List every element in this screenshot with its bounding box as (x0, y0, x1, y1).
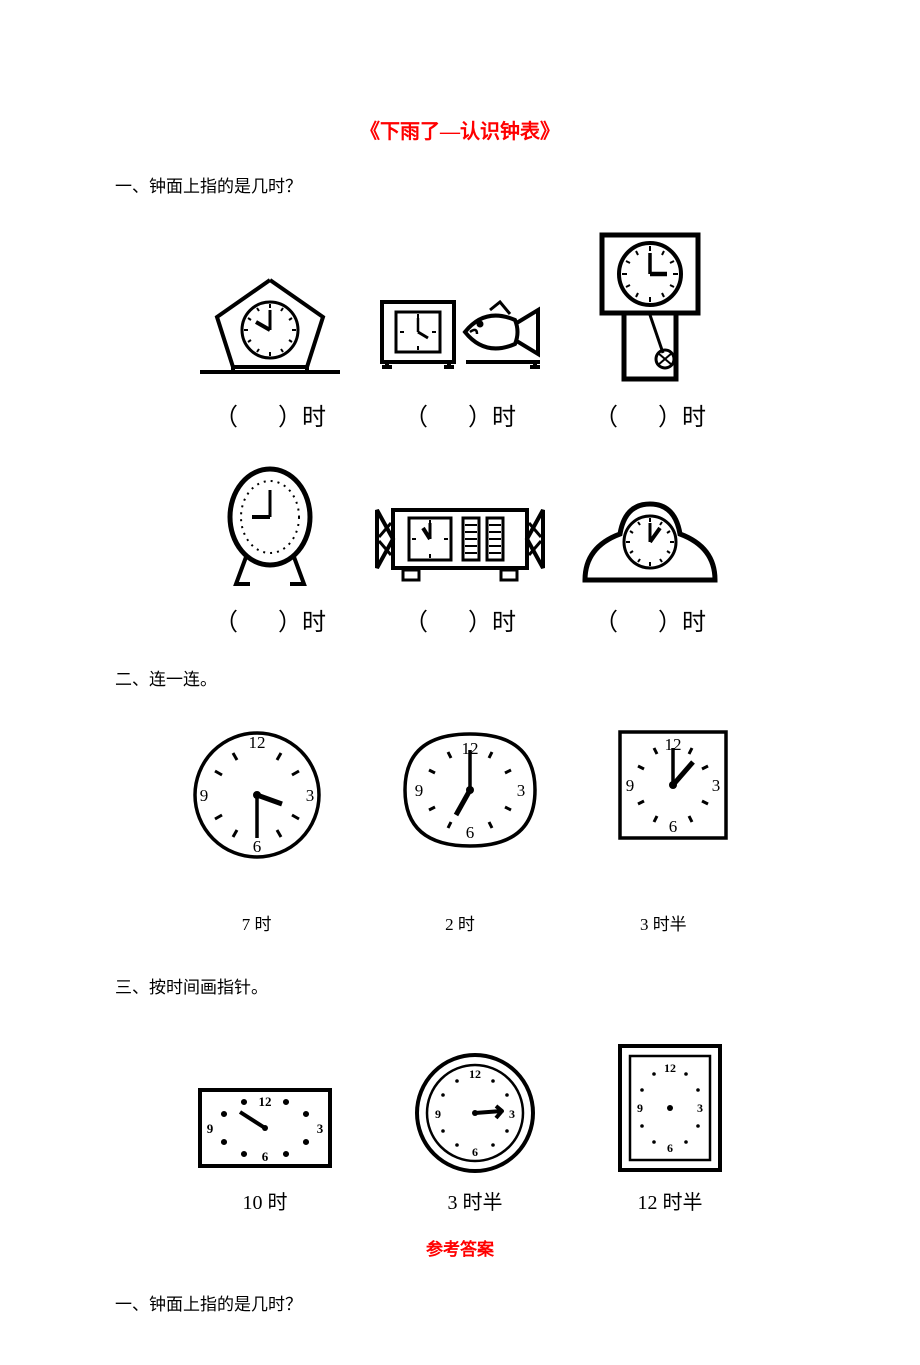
num-6: 6 (667, 1141, 673, 1155)
q1-caption-1: （ ）时 (214, 397, 326, 432)
num-3: 3 (509, 1107, 515, 1121)
num-3: 3 (317, 1121, 324, 1136)
q1-heading: 一、钟面上指的是几时？ (115, 172, 805, 197)
oval-clock-icon (210, 462, 330, 592)
q3-heading: 三、按时间画指针。 (115, 973, 805, 998)
fish-clock-icon (370, 272, 550, 387)
q1-clock-2: （ ）时 (365, 272, 555, 432)
round-clock-icon: 12 3 6 9 (182, 720, 332, 870)
reference-title: 参考答案 (115, 1235, 805, 1260)
q3-clocks: 12 3 6 9 10 时 12 3 (115, 1008, 805, 1215)
num-9: 9 (435, 1107, 441, 1121)
num-9: 9 (207, 1121, 214, 1136)
q1-clock-5: （ ）时 (365, 492, 555, 637)
num-9: 9 (415, 781, 424, 800)
q1-clock-4: （ ）时 (175, 462, 365, 637)
mantel-clock-icon (575, 492, 725, 592)
num-12: 12 (664, 1061, 676, 1075)
square-clock-icon: 12 3 6 9 (608, 720, 738, 850)
radio-clock-icon (365, 492, 555, 592)
tall-rect-clock-icon: 12 3 6 9 (610, 1038, 730, 1178)
wide-rect-clock-icon: 12 3 6 9 (190, 1078, 340, 1178)
num-9: 9 (199, 786, 208, 805)
q2-clocks: 12 3 6 9 12 3 6 9 (115, 700, 805, 880)
q3-label-3: 12 时半 (638, 1186, 703, 1215)
ring-clock-icon: 12 3 6 9 (410, 1048, 540, 1178)
q2-labels: 7 时 2 时 3 时半 (115, 880, 805, 955)
num-3: 3 (517, 781, 526, 800)
q1-caption-3: （ ）时 (594, 397, 706, 432)
num-9: 9 (637, 1101, 643, 1115)
num-3: 3 (697, 1101, 703, 1115)
q2-label-2: 2 时 (400, 910, 520, 935)
num-12: 12 (469, 1067, 481, 1081)
q1-caption-4: （ ）时 (214, 602, 326, 637)
num-6: 6 (466, 823, 475, 842)
q1-clock-1: （ ）时 (175, 272, 365, 432)
ref-q1-heading: 一、钟面上指的是几时？ (115, 1290, 805, 1315)
q1-caption-6: （ ）时 (594, 602, 706, 637)
page-title: 《下雨了—认识钟表》 (115, 115, 805, 144)
num-6: 6 (669, 817, 678, 836)
q2-label-1: 7 时 (197, 910, 317, 935)
q1-caption-5: （ ）时 (404, 602, 516, 637)
page: 《下雨了—认识钟表》 一、钟面上指的是几时？ (0, 0, 920, 1365)
q2-heading: 二、连一连。 (115, 665, 805, 690)
q1-row-1: （ ）时 (115, 207, 805, 442)
q3-clock-2: 12 3 6 9 3 时半 (410, 1048, 540, 1215)
q1-clock-3: （ ）时 (555, 227, 745, 432)
q1-row-2: （ ）时 (115, 442, 805, 647)
q1-caption-2: （ ）时 (404, 397, 516, 432)
q3-clock-1: 12 3 6 9 10 时 (190, 1078, 340, 1215)
grandfather-clock-icon (590, 227, 710, 387)
cushion-clock-icon: 12 3 6 9 (385, 720, 555, 860)
num-3: 3 (305, 786, 314, 805)
num-12: 12 (248, 733, 265, 752)
q3-label-2: 3 时半 (448, 1186, 503, 1215)
num-9: 9 (626, 776, 635, 795)
q3-clock-3: 12 3 6 9 12 时半 (610, 1038, 730, 1215)
q2-label-3: 3 时半 (603, 910, 723, 935)
q3-label-1: 10 时 (243, 1186, 288, 1215)
num-3: 3 (712, 776, 721, 795)
num-6: 6 (472, 1145, 478, 1159)
pentagon-clock-icon (195, 272, 345, 387)
num-6: 6 (252, 837, 261, 856)
num-6: 6 (262, 1149, 269, 1164)
num-12: 12 (259, 1094, 272, 1109)
q1-clock-6: （ ）时 (555, 492, 745, 637)
